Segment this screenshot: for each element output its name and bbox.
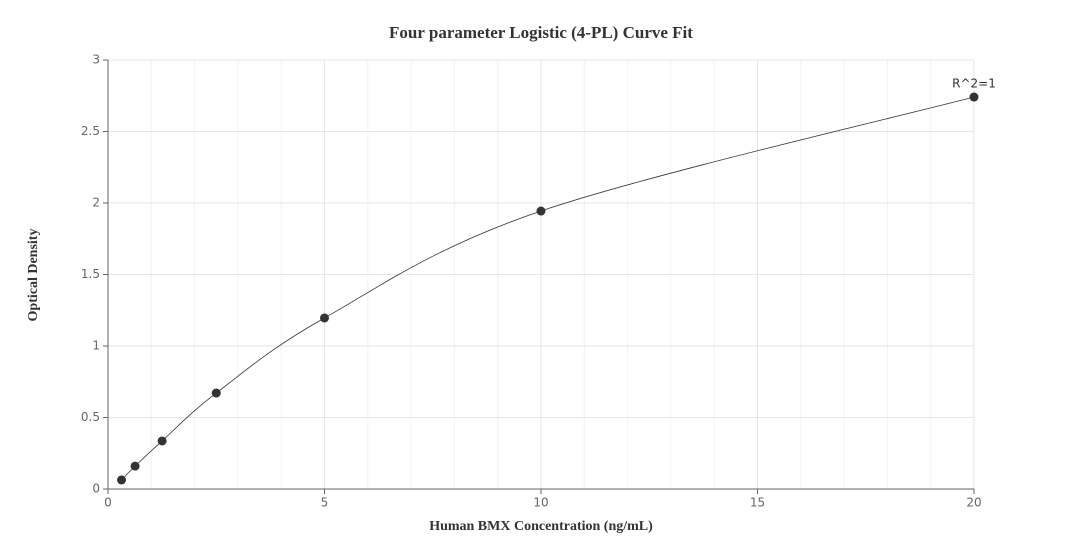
y-tick-label: 3 (92, 53, 100, 67)
chart-title: Four parameter Logistic (4-PL) Curve Fit (389, 23, 693, 42)
data-point (130, 461, 140, 471)
data-point (211, 388, 221, 398)
y-tick-label: 2.5 (81, 124, 100, 138)
y-tick-label: 1.5 (81, 267, 100, 281)
y-tick-label: 1 (92, 339, 100, 353)
x-tick-label: 5 (321, 496, 329, 510)
y-tick-label: 0.5 (81, 410, 100, 424)
x-tick-label: 20 (966, 496, 981, 510)
data-point (320, 313, 329, 323)
x-tick-label: 15 (750, 496, 765, 510)
y-tick-label: 0 (92, 482, 100, 496)
data-point (117, 475, 127, 485)
data-point (157, 436, 167, 446)
fit-curve (121, 96, 975, 481)
y-axis-label: Optical Density (26, 229, 41, 322)
annotation: R^2=1 (952, 77, 996, 91)
y-tick-label: 2 (92, 196, 100, 210)
x-axis-label: Human BMX Concentration (ng/mL) (429, 519, 653, 534)
x-tick-label: 0 (104, 496, 112, 510)
data-point (536, 206, 546, 216)
data-point (969, 92, 979, 102)
x-tick-label: 10 (533, 496, 548, 510)
